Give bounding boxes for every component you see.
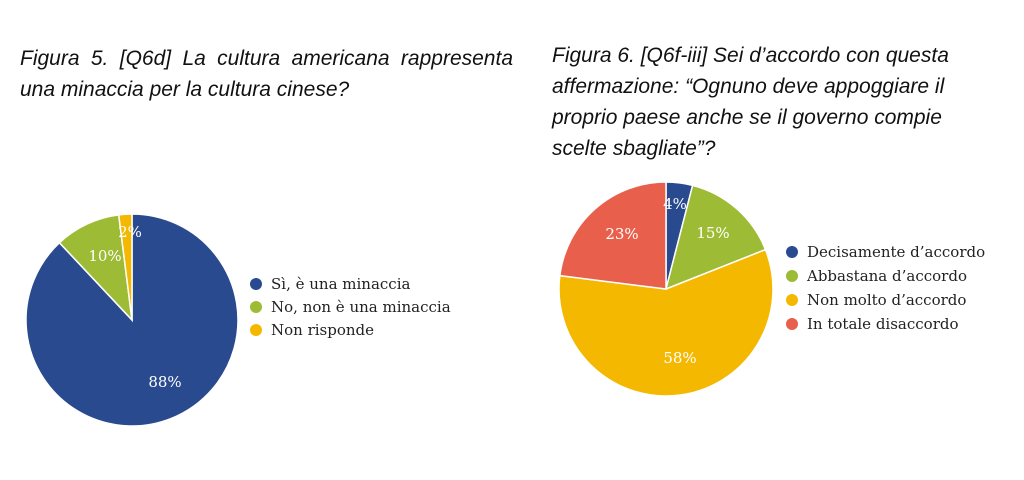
pie-chart-1: 88% 10% 2% xyxy=(25,213,239,427)
slice-data-label: 15% xyxy=(696,224,729,242)
legend: Sì, è una minaccia No, non è una minaccia… xyxy=(250,275,451,339)
legend-swatch xyxy=(786,246,798,258)
legend-swatch xyxy=(786,318,798,330)
legend-swatch xyxy=(250,324,262,336)
slice-data-label: 23% xyxy=(605,225,638,243)
legend-swatch xyxy=(786,270,798,282)
legend-entry: Non risponde xyxy=(271,321,374,339)
legend: Decisamente d’accordo Abbastana d’accordo… xyxy=(786,243,985,333)
legend-entry: Non molto d’accordo xyxy=(807,291,966,309)
legend-entry: Abbastana d’accordo xyxy=(806,267,967,285)
pie-slice xyxy=(117,213,133,321)
legend-entry: In totale disaccordo xyxy=(807,315,959,333)
legend-swatch xyxy=(250,301,262,313)
pie-chart-2: 4% 15% 58% 23% xyxy=(558,181,774,397)
figure-5-caption: Figura 5. [Q6d] La cultura americana rap… xyxy=(20,47,513,101)
slice-data-label: 58% xyxy=(663,349,696,367)
figure-6-caption: Figura 6. [Q6f-iii] Sei d’accordo con qu… xyxy=(552,44,949,160)
legend-swatch xyxy=(786,294,798,306)
slice-data-label: 10% xyxy=(88,247,121,265)
legend-swatch xyxy=(250,278,262,290)
legend-entry: Sì, è una minaccia xyxy=(271,275,411,293)
pie-slice xyxy=(664,184,767,291)
slice-data-label: 88% xyxy=(148,373,181,391)
legend-entry: Decisamente d’accordo xyxy=(807,243,985,261)
slice-data-label: 4% xyxy=(663,195,687,213)
legend-entry: No, non è una minaccia xyxy=(271,298,451,316)
pie-slice xyxy=(558,248,774,397)
slice-data-label: 2% xyxy=(118,223,142,241)
pie-slice xyxy=(559,181,667,290)
